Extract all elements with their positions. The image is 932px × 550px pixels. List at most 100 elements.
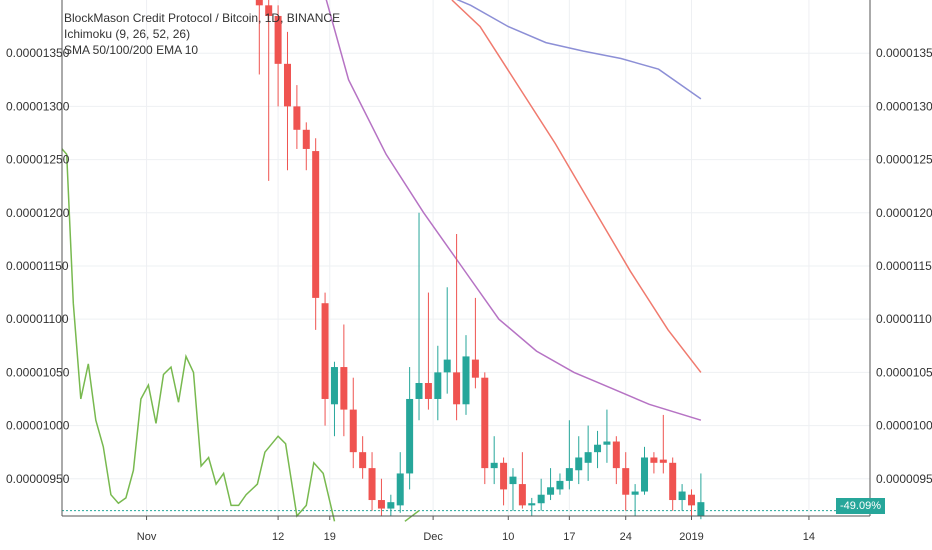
x-tick-label: 17 (563, 531, 575, 543)
y-tick-label-right: 0.00001350 (876, 46, 932, 60)
candle (302, 122, 310, 171)
candle-body (481, 377, 489, 469)
y-tick-label-left: 0.00001200 (6, 206, 70, 220)
candle-body (537, 494, 545, 504)
candle-body (330, 367, 338, 405)
legend-ichimoku: Ichimoku (9, 26, 52, 26) (64, 27, 191, 41)
candle-body (387, 502, 395, 509)
candle (330, 361, 338, 437)
x-tick-label: 19 (324, 531, 336, 543)
candle-body (312, 151, 320, 298)
price-change-badge: -49.09% (836, 498, 885, 514)
candle (669, 457, 677, 511)
y-tick-label-right: 0.00001000 (876, 419, 932, 433)
candle (255, 0, 263, 75)
x-tick-label: 12 (272, 531, 284, 543)
x-tick-label: Nov (137, 531, 157, 543)
candle (650, 452, 658, 474)
candle (293, 85, 301, 149)
candle-body (556, 480, 564, 490)
candle (612, 436, 620, 485)
candle-body (500, 462, 508, 490)
y-tick-label-left: 0.00001300 (6, 99, 70, 113)
grid (62, 0, 870, 516)
indicator-lines (61, 0, 870, 522)
candle (565, 420, 573, 490)
candle (556, 473, 564, 495)
candle (434, 345, 442, 421)
candle-body (622, 468, 630, 495)
y-tick-label-right: 0.00001250 (876, 153, 932, 167)
candle (547, 468, 555, 501)
candle (396, 452, 404, 513)
candle (584, 425, 592, 481)
candle (321, 292, 329, 426)
y-tick-label-right: 0.00000950 (876, 472, 932, 486)
x-tick-label: 14 (803, 531, 815, 543)
candle (659, 414, 667, 474)
candle-body (518, 484, 526, 506)
candle-body (678, 491, 686, 501)
candle-body (265, 5, 273, 16)
y-tick-label-left: 0.00000950 (6, 472, 70, 486)
candle-body (396, 473, 404, 506)
candle-body (528, 503, 536, 506)
candle (265, 0, 273, 181)
candle-body (509, 476, 517, 485)
candle (443, 287, 451, 394)
candle (312, 138, 320, 330)
candle-body (302, 129, 310, 149)
candle (509, 468, 517, 511)
candle-body (471, 359, 479, 378)
y-tick-label-right: 0.00001300 (876, 99, 932, 113)
candle-body (584, 452, 592, 463)
candle-body (641, 457, 649, 492)
candle (424, 292, 432, 410)
candle-body (434, 372, 442, 399)
axes: 0.00000950 0.00000950 0.00001000 0.00001000… (6, 0, 932, 543)
y-tick-label-right: 0.00001100 (876, 312, 932, 326)
candle-body (453, 372, 461, 405)
y-tick-label-right: 0.00001150 (876, 259, 932, 273)
y-tick-label-left: 0.00001350 (6, 46, 70, 60)
candle-body (697, 502, 705, 516)
chart-legend: BlockMason Credit Protocol / Bitcoin, 1D… (64, 10, 340, 58)
candle (377, 478, 385, 516)
candle (687, 489, 695, 516)
candle (340, 324, 348, 437)
candle-body (462, 356, 470, 405)
x-tick-label: 2019 (679, 531, 703, 543)
candle-body (368, 468, 376, 501)
candle-body (490, 462, 498, 469)
candle (406, 367, 414, 490)
candle-body (612, 441, 620, 469)
candle-body (349, 409, 357, 453)
y-tick-label-left: 0.00001100 (6, 312, 69, 326)
candle-body (293, 106, 301, 130)
candle-body (669, 462, 677, 501)
candle-body (255, 0, 263, 6)
x-tick-label: Dec (423, 531, 443, 543)
candle-body (659, 459, 667, 463)
candle-body (547, 487, 555, 495)
candle-body (359, 452, 367, 469)
candle (387, 494, 395, 516)
candle (528, 497, 536, 516)
sma-purple-line (325, 0, 702, 421)
candle (575, 436, 583, 485)
legend-sma: SMA 50/100/200 EMA 10 (64, 43, 199, 57)
candle-body (594, 444, 602, 453)
candle (274, 5, 282, 107)
candle-body (443, 359, 451, 373)
ichimoku-line (61, 148, 336, 522)
candle-body (424, 383, 432, 399)
y-tick-label-left: 0.00001150 (6, 259, 69, 273)
candle (471, 297, 479, 389)
y-tick-label-right: 0.00001200 (876, 206, 932, 220)
candle (622, 452, 630, 511)
candle (603, 409, 611, 463)
candle (415, 212, 423, 421)
candle-body (687, 494, 695, 506)
candle (359, 436, 367, 479)
